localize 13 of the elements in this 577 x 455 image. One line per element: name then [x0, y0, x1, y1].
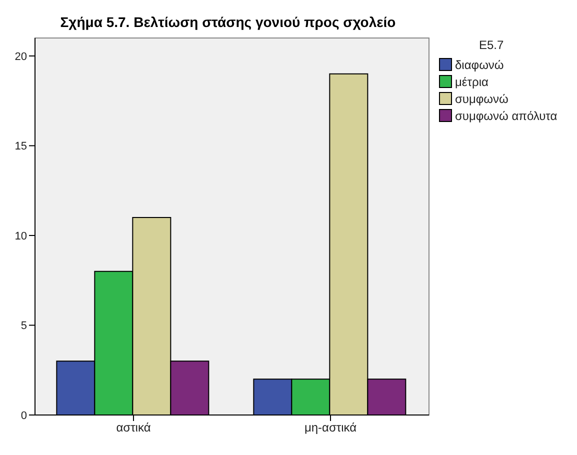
- y-tick-label: 0: [20, 410, 27, 422]
- y-tick-label: 10: [14, 230, 27, 242]
- y-tick-label: 5: [20, 320, 27, 332]
- x-tick-label: αστικά: [116, 420, 151, 435]
- legend-label: συμφωνώ απόλυτα: [455, 108, 558, 122]
- legend-label: μέτρια: [455, 74, 488, 88]
- legend-title: E5.7: [479, 38, 505, 52]
- legend-label: διαφωνώ: [455, 58, 504, 72]
- chart-title: Σχήμα 5.7. Βελτίωση στάσης γονιού προς σχολείο: [59, 13, 397, 30]
- y-tick-label: 20: [14, 50, 27, 63]
- x-tick-label: μη-αστικά: [304, 420, 357, 435]
- legend-label: συμφωνώ: [455, 92, 508, 106]
- y-tick-label: 15: [14, 140, 27, 153]
